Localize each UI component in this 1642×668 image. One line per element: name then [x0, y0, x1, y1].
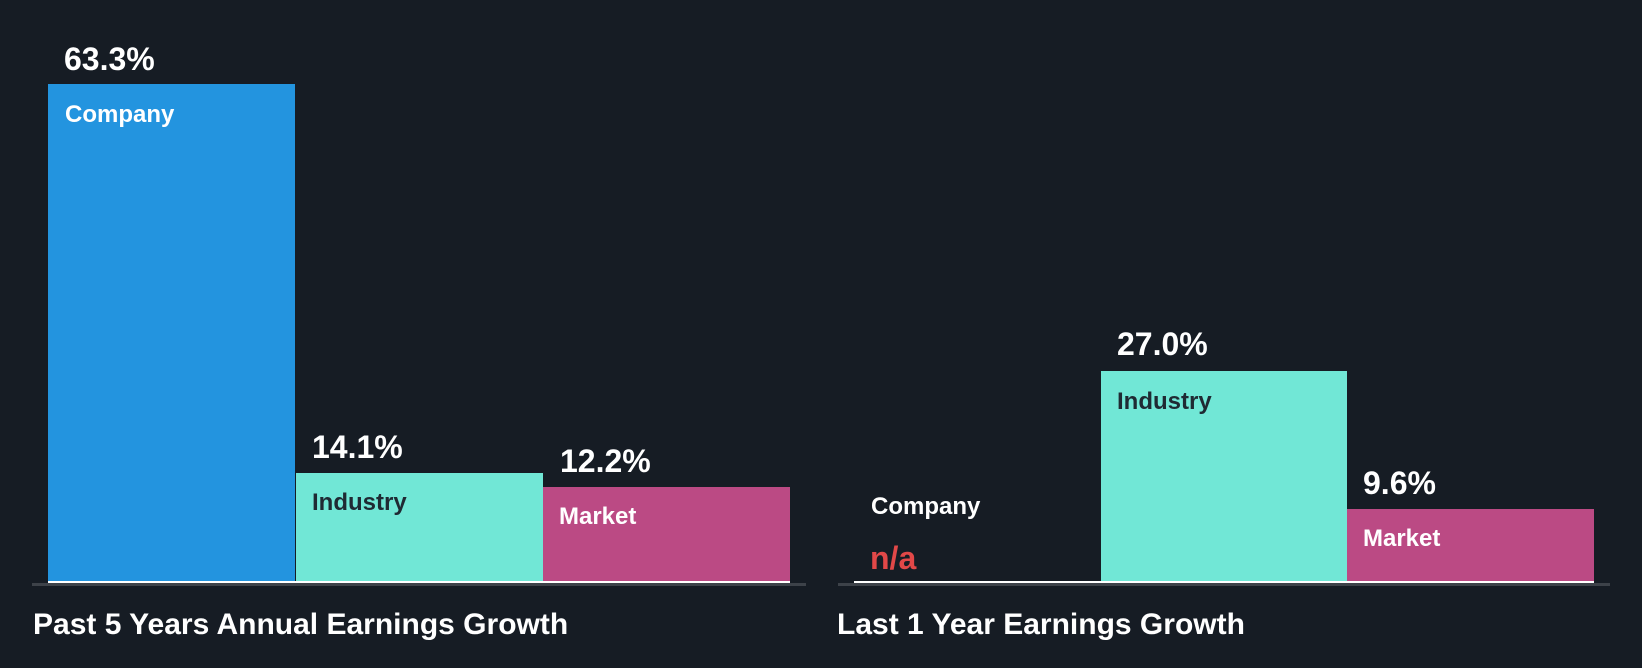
baseline-highlight — [48, 581, 790, 583]
company-value: 63.3% — [64, 41, 155, 77]
industry-bar-label: Industry — [1117, 388, 1212, 415]
x-axis — [838, 583, 1610, 586]
company-na-value: n/a — [870, 540, 917, 576]
market-bar: Market — [1347, 509, 1594, 581]
market-bar: Market — [543, 487, 790, 581]
chart-title: Past 5 Years Annual Earnings Growth — [33, 608, 569, 641]
x-axis — [32, 583, 806, 586]
chart-past-5-years: 63.3% Company 14.1% Industry 12.2% Marke… — [0, 0, 820, 668]
market-bar-label: Market — [559, 503, 637, 530]
industry-bar: Industry — [1101, 371, 1347, 581]
chart-last-1-year: Company n/a 27.0% Industry 9.6% Market L… — [820, 0, 1642, 668]
market-value: 12.2% — [560, 443, 651, 479]
industry-value: 14.1% — [312, 429, 403, 465]
company-bar-label: Company — [871, 493, 981, 520]
industry-value: 27.0% — [1117, 326, 1208, 362]
chart-title: Last 1 Year Earnings Growth — [837, 608, 1245, 641]
market-bar-label: Market — [1363, 525, 1441, 552]
market-value: 9.6% — [1363, 465, 1436, 501]
baseline-highlight — [854, 581, 1594, 583]
industry-bar: Industry — [296, 473, 543, 581]
industry-bar-label: Industry — [312, 489, 407, 516]
company-bar-label: Company — [65, 101, 175, 128]
company-bar: Company — [48, 84, 295, 581]
